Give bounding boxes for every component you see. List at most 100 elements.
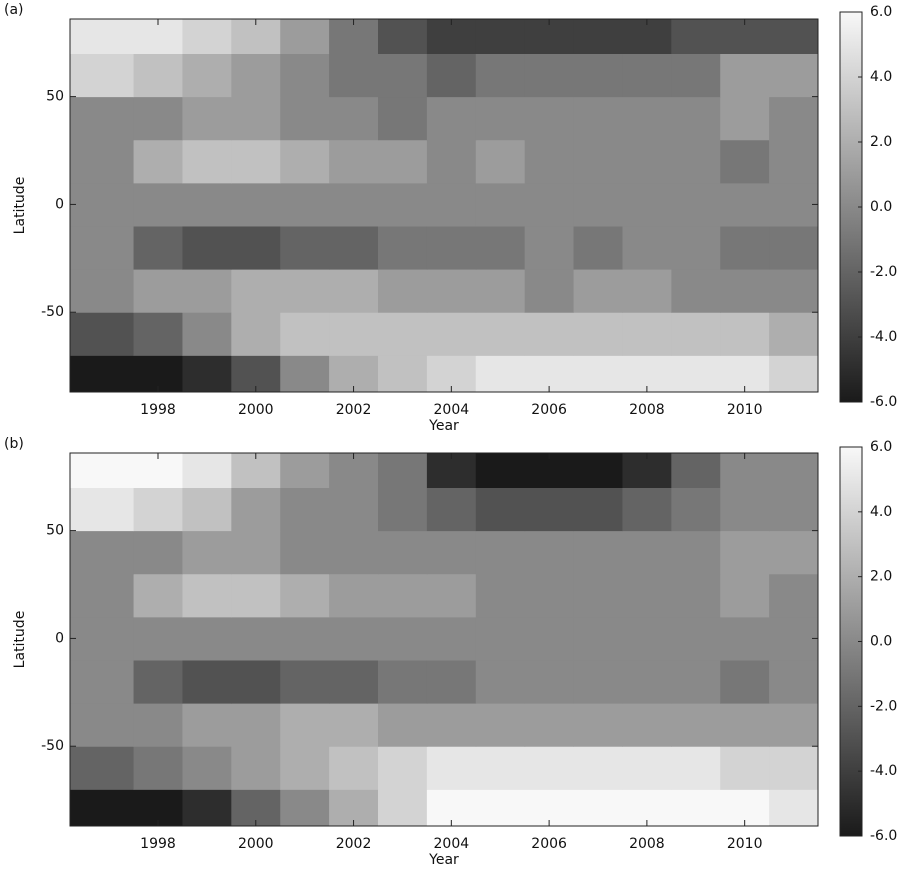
x-tick-label: 2006 (531, 836, 567, 852)
x-tick-label: 1998 (140, 836, 176, 852)
heat-cell (182, 19, 232, 54)
heat-cell (70, 53, 135, 98)
x-tick-label: 2000 (238, 836, 274, 852)
heat-cell (622, 182, 672, 227)
heat-cell (182, 616, 232, 661)
heat-cell (133, 53, 183, 98)
heat-cell (475, 355, 526, 393)
heat-cell (769, 53, 819, 98)
heat-cell (573, 269, 623, 313)
x-axis-label: Year (428, 418, 459, 434)
heat-cell (378, 746, 428, 790)
heat-cell (426, 96, 477, 141)
heat-cell (426, 139, 477, 184)
heat-cell (280, 530, 330, 575)
y-tick-label: 0 (55, 196, 64, 212)
heat-cell (426, 659, 477, 704)
heat-cell (671, 225, 721, 270)
heat-cell (720, 746, 770, 790)
heat-cell (231, 616, 281, 661)
heat-cell (475, 789, 526, 827)
heat-cell (70, 453, 135, 488)
heat-cell (475, 573, 526, 618)
heat-cell (378, 789, 428, 827)
heat-cell (769, 312, 819, 356)
heat-cell (426, 487, 477, 532)
heat-cell (475, 96, 526, 141)
heat-cell (70, 139, 135, 184)
y-tick-label: 0 (55, 630, 64, 646)
heat-cell (622, 616, 672, 661)
heat-cell (524, 703, 575, 747)
heat-cell (329, 573, 379, 618)
heat-cell (231, 182, 281, 227)
heat-cell (475, 182, 526, 227)
heat-cell (280, 225, 330, 270)
heat-cell (280, 616, 330, 661)
heat-cell (70, 659, 135, 704)
heat-cell (769, 789, 819, 827)
heat-cell (426, 182, 477, 227)
heat-cell (426, 530, 477, 575)
colorbar-tick-label: 2.0 (870, 134, 892, 150)
heat-cell (769, 19, 819, 54)
x-tick-label: 2008 (629, 836, 665, 852)
heat-cell (573, 530, 623, 575)
heat-cell (329, 616, 379, 661)
heat-cell (133, 616, 183, 661)
colorbar-tick-label: -4.0 (870, 763, 897, 779)
heat-cell (70, 746, 135, 790)
colorbar-tick-label: 4.0 (870, 69, 892, 85)
heat-cell (329, 530, 379, 575)
heat-cell (378, 573, 428, 618)
y-tick-label: -50 (41, 738, 64, 754)
heat-cell (769, 746, 819, 790)
heat-cell (524, 659, 575, 704)
heat-cell (182, 453, 232, 488)
heat-cell (622, 225, 672, 270)
heat-cell (378, 225, 428, 270)
heat-cell (524, 616, 575, 661)
heat-cell (378, 139, 428, 184)
heat-cell (329, 312, 379, 356)
heat-cell (426, 225, 477, 270)
colorbar-tick-label: -6.0 (870, 394, 897, 410)
heat-cell (182, 659, 232, 704)
heat-cell (671, 487, 721, 532)
heat-cell (426, 312, 477, 356)
y-tick-label: 50 (46, 89, 64, 105)
heat-cell (524, 182, 575, 227)
heat-cell (378, 659, 428, 704)
heat-cell (573, 53, 623, 98)
heat-cell (720, 487, 770, 532)
heat-cell (573, 312, 623, 356)
heat-cell (622, 573, 672, 618)
heat-cell (378, 616, 428, 661)
heat-cell (231, 96, 281, 141)
plot-frame (69, 452, 819, 827)
heat-cell (475, 530, 526, 575)
heat-cell (329, 53, 379, 98)
heat-cell (426, 703, 477, 747)
x-tick-label: 2010 (727, 836, 763, 852)
heat-cell (133, 269, 183, 313)
heat-cell (573, 659, 623, 704)
heat-cell (378, 53, 428, 98)
heat-cell (573, 573, 623, 618)
heat-cell (70, 530, 135, 575)
heat-cell (769, 616, 819, 661)
heat-cell (475, 19, 526, 54)
heat-cell (671, 616, 721, 661)
heat-cell (70, 703, 135, 747)
heat-cell (720, 312, 770, 356)
heat-cell (280, 703, 330, 747)
heat-cell (720, 616, 770, 661)
x-tick-label: 2004 (434, 836, 470, 852)
heat-cell (524, 225, 575, 270)
heat-cell (329, 487, 379, 532)
heat-cell (671, 703, 721, 747)
heat-cell (182, 225, 232, 270)
heat-cell (622, 746, 672, 790)
heat-cell (133, 96, 183, 141)
